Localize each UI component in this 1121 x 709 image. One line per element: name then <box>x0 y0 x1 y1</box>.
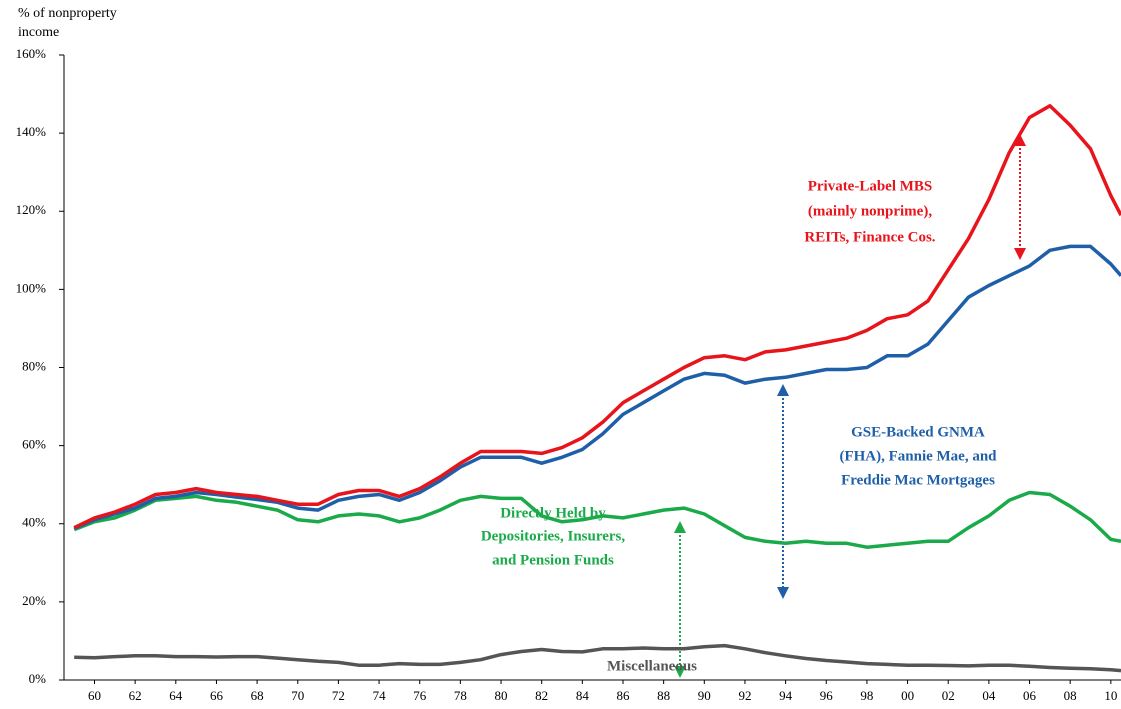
y-axis-label: % of nonproperty <box>18 6 117 21</box>
series-label: GSE-Backed GNMA <box>851 424 985 440</box>
x-tick-label: 72 <box>332 688 345 703</box>
x-tick-label: 02 <box>942 688 955 703</box>
x-tick-label: 78 <box>454 688 467 703</box>
x-tick-label: 92 <box>738 688 751 703</box>
x-tick-label: 06 <box>1023 688 1037 703</box>
series-line <box>74 643 1121 673</box>
y-tick-label: 160% <box>16 46 47 61</box>
x-tick-label: 62 <box>129 688 142 703</box>
series-label: (mainly nonprime), <box>808 203 932 219</box>
series-label: (FHA), Fannie Mae, and <box>839 448 997 464</box>
series-label: Freddie Mac Mortgages <box>841 472 995 488</box>
series-label: Directly Held by <box>500 505 606 521</box>
x-tick-label: 98 <box>860 688 873 703</box>
x-tick-label: 80 <box>495 688 508 703</box>
x-tick-label: 68 <box>251 688 264 703</box>
x-tick-label: 74 <box>373 688 387 703</box>
x-tick-label: 86 <box>616 688 630 703</box>
series-label: and Pension Funds <box>492 552 614 568</box>
y-tick-label: 140% <box>16 124 47 139</box>
y-tick-label: 40% <box>22 515 46 530</box>
series-label: Miscellaneous <box>607 658 697 674</box>
y-axis-label: income <box>18 25 59 40</box>
x-tick-label: 90 <box>698 688 711 703</box>
y-tick-label: 60% <box>22 437 46 452</box>
x-tick-label: 60 <box>88 688 101 703</box>
y-tick-label: 0% <box>29 671 47 686</box>
series-line <box>73 490 1121 549</box>
series-label: REITs, Finance Cos. <box>804 229 935 245</box>
series-line <box>73 104 1121 530</box>
x-tick-label: 10 <box>1104 688 1117 703</box>
x-tick-label: 88 <box>657 688 670 703</box>
series-label: Depositories, Insurers, <box>481 528 626 544</box>
series-line <box>73 244 1121 531</box>
y-tick-label: 100% <box>16 280 47 295</box>
x-tick-label: 04 <box>982 688 996 703</box>
x-tick-label: 08 <box>1064 688 1077 703</box>
series-label: Private-Label MBS <box>808 178 933 194</box>
x-tick-label: 82 <box>535 688 548 703</box>
x-tick-label: 00 <box>901 688 914 703</box>
x-tick-label: 66 <box>210 688 224 703</box>
x-tick-label: 94 <box>779 688 793 703</box>
y-tick-label: 80% <box>22 358 46 373</box>
y-tick-label: 20% <box>22 593 46 608</box>
y-tick-label: 120% <box>16 202 47 217</box>
x-tick-label: 96 <box>820 688 834 703</box>
x-tick-label: 70 <box>291 688 304 703</box>
x-tick-label: 64 <box>169 688 183 703</box>
x-tick-label: 84 <box>576 688 590 703</box>
x-tick-label: 76 <box>413 688 427 703</box>
